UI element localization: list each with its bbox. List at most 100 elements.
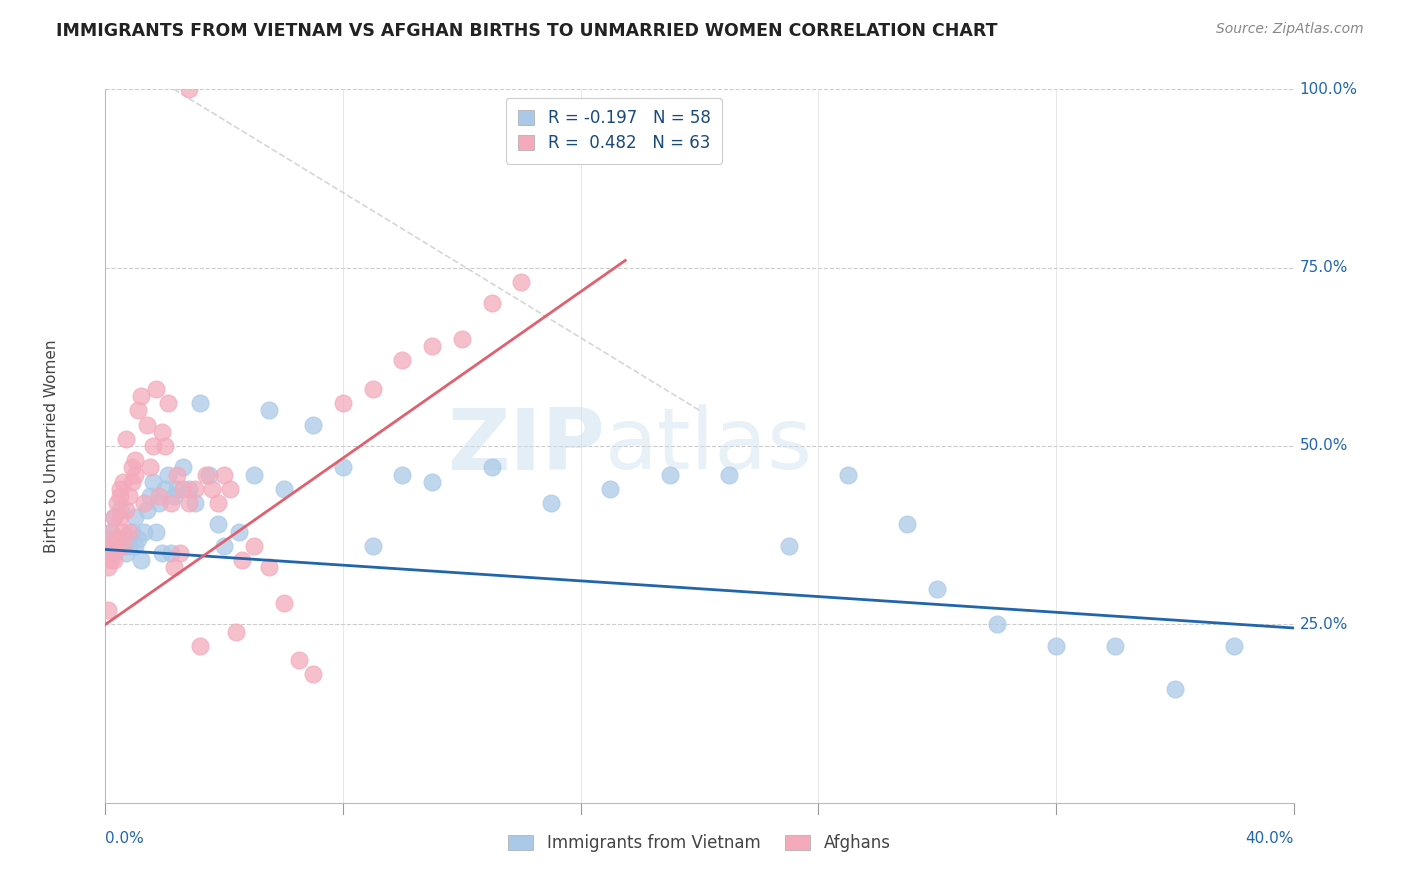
Point	[127, 403, 149, 417]
Point	[136, 417, 159, 432]
Point	[129, 389, 152, 403]
Point	[124, 539, 146, 553]
Point	[121, 475, 143, 489]
Point	[115, 503, 138, 517]
Point	[198, 467, 221, 482]
Point	[100, 539, 122, 553]
Point	[658, 467, 681, 482]
Point	[118, 489, 141, 503]
Point	[896, 517, 918, 532]
Point	[150, 425, 173, 439]
Point	[243, 467, 266, 482]
Point	[148, 489, 170, 503]
Point	[257, 560, 280, 574]
Point	[195, 467, 218, 482]
Point	[121, 524, 143, 539]
Point	[228, 524, 250, 539]
Text: atlas: atlas	[605, 404, 813, 488]
Point	[183, 482, 205, 496]
Point	[100, 524, 122, 539]
Point	[103, 546, 125, 560]
Point	[190, 639, 212, 653]
Text: ZIP: ZIP	[447, 404, 605, 488]
Point	[142, 439, 165, 453]
Point	[97, 603, 120, 617]
Point	[420, 339, 443, 353]
Point	[332, 396, 354, 410]
Point	[302, 667, 325, 681]
Point	[132, 496, 155, 510]
Point	[97, 560, 120, 574]
Point	[129, 553, 152, 567]
Point	[142, 475, 165, 489]
Point	[169, 546, 191, 560]
Point	[124, 510, 146, 524]
Point	[207, 517, 229, 532]
Point	[599, 482, 621, 496]
Point	[510, 275, 533, 289]
Point	[103, 553, 125, 567]
Point	[153, 482, 176, 496]
Point	[103, 510, 125, 524]
Point	[391, 353, 413, 368]
Point	[118, 539, 141, 553]
Point	[148, 496, 170, 510]
Text: 25.0%: 25.0%	[1299, 617, 1348, 632]
Point	[177, 482, 200, 496]
Text: IMMIGRANTS FROM VIETNAM VS AFGHAN BIRTHS TO UNMARRIED WOMEN CORRELATION CHART: IMMIGRANTS FROM VIETNAM VS AFGHAN BIRTHS…	[56, 22, 998, 40]
Point	[105, 496, 128, 510]
Point	[177, 496, 200, 510]
Point	[1223, 639, 1246, 653]
Point	[103, 510, 125, 524]
Point	[361, 382, 384, 396]
Point	[273, 482, 295, 496]
Point	[450, 332, 472, 346]
Point	[391, 467, 413, 482]
Point	[986, 617, 1008, 632]
Point	[166, 467, 188, 482]
Point	[778, 539, 800, 553]
Point	[837, 467, 859, 482]
Point	[214, 467, 236, 482]
Point	[1045, 639, 1067, 653]
Point	[100, 524, 122, 539]
Point	[127, 532, 149, 546]
Text: 50.0%: 50.0%	[1299, 439, 1348, 453]
Point	[302, 417, 325, 432]
Point	[124, 453, 146, 467]
Point	[124, 467, 146, 482]
Point	[145, 382, 167, 396]
Point	[172, 460, 194, 475]
Point	[201, 482, 224, 496]
Point	[145, 524, 167, 539]
Point	[332, 460, 354, 475]
Point	[219, 482, 242, 496]
Point	[105, 539, 128, 553]
Point	[159, 546, 181, 560]
Point	[153, 439, 176, 453]
Text: Source: ZipAtlas.com: Source: ZipAtlas.com	[1216, 22, 1364, 37]
Point	[159, 496, 181, 510]
Point	[103, 539, 125, 553]
Point	[105, 532, 128, 546]
Point	[927, 582, 949, 596]
Point	[207, 496, 229, 510]
Point	[190, 396, 212, 410]
Point	[481, 296, 503, 310]
Point	[112, 524, 135, 539]
Point	[166, 482, 188, 496]
Point	[177, 82, 200, 96]
Point	[110, 489, 132, 503]
Point	[139, 489, 162, 503]
Point	[163, 489, 186, 503]
Point	[136, 503, 159, 517]
Text: 40.0%: 40.0%	[1246, 831, 1294, 847]
Point	[257, 403, 280, 417]
Point	[97, 532, 120, 546]
Point	[156, 467, 179, 482]
Point	[112, 475, 135, 489]
Point	[132, 524, 155, 539]
Point	[100, 553, 122, 567]
Point	[183, 496, 205, 510]
Text: 0.0%: 0.0%	[105, 831, 145, 847]
